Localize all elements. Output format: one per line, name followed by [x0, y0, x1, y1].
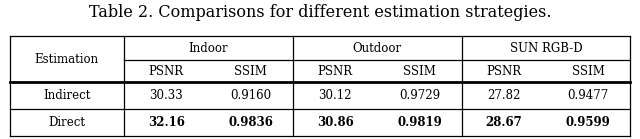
Text: PSNR: PSNR [317, 65, 353, 78]
Text: 30.33: 30.33 [149, 89, 183, 102]
Text: Estimation: Estimation [35, 53, 99, 66]
Text: PSNR: PSNR [486, 65, 522, 78]
Text: SSIM: SSIM [403, 65, 436, 78]
Text: PSNR: PSNR [148, 65, 184, 78]
Text: 28.67: 28.67 [485, 116, 522, 129]
Text: Direct: Direct [48, 116, 85, 129]
Text: 30.12: 30.12 [318, 89, 352, 102]
Text: Table 2. Comparisons for different estimation strategies.: Table 2. Comparisons for different estim… [89, 4, 551, 21]
Text: 0.9477: 0.9477 [568, 89, 609, 102]
Text: 0.9836: 0.9836 [228, 116, 273, 129]
Text: Indoor: Indoor [189, 42, 228, 55]
Text: Outdoor: Outdoor [353, 42, 402, 55]
Text: SUN RGB-D: SUN RGB-D [509, 42, 582, 55]
Text: 0.9729: 0.9729 [399, 89, 440, 102]
Text: 32.16: 32.16 [148, 116, 185, 129]
Text: SSIM: SSIM [234, 65, 267, 78]
Text: 27.82: 27.82 [487, 89, 520, 102]
Text: Indirect: Indirect [43, 89, 90, 102]
Text: 0.9819: 0.9819 [397, 116, 442, 129]
Text: SSIM: SSIM [572, 65, 605, 78]
Text: 0.9160: 0.9160 [230, 89, 271, 102]
Text: 0.9599: 0.9599 [566, 116, 611, 129]
Text: 30.86: 30.86 [317, 116, 353, 129]
